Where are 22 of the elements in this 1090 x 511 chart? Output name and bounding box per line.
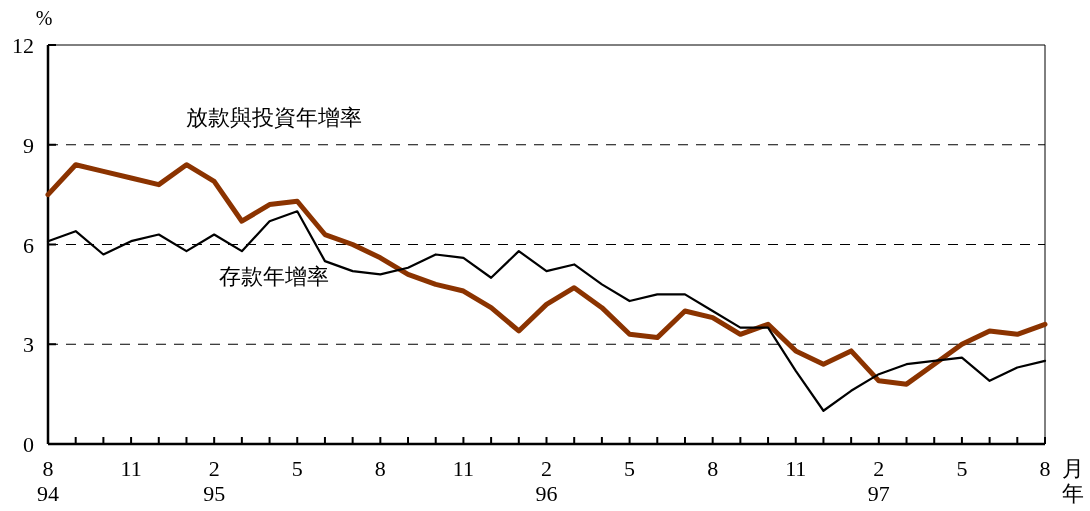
x-tick-label: 2 96 bbox=[535, 456, 558, 507]
x-tick-label: 8 94 bbox=[37, 456, 59, 507]
x-tick-label: 8 bbox=[374, 456, 386, 481]
y-tick-label: 0 bbox=[23, 432, 34, 457]
series-label: 放款與投資年增率 bbox=[186, 104, 363, 130]
series-label: 存款年增率 bbox=[219, 264, 330, 290]
x-tick-label: 11 bbox=[452, 456, 475, 481]
x-tick-label: 5 bbox=[624, 456, 636, 481]
y-axis-title: % bbox=[35, 7, 53, 29]
x-tick-label: 2 95 bbox=[203, 456, 226, 507]
y-tick-label: 3 bbox=[23, 332, 34, 358]
x-axis-title: 月年 bbox=[1062, 456, 1084, 507]
x-tick-label: 8 bbox=[707, 456, 719, 481]
x-tick-label: 2 97 bbox=[867, 456, 890, 507]
x-tick-label: 5 bbox=[956, 456, 968, 481]
y-tick-label: 6 bbox=[23, 232, 34, 258]
y-tick-label: 12 bbox=[12, 33, 34, 58]
y-tick-label: 9 bbox=[23, 132, 34, 158]
x-tick-label: 11 bbox=[785, 456, 807, 481]
x-tick-label: 5 bbox=[291, 456, 303, 481]
x-tick-label: 11 bbox=[120, 456, 142, 481]
x-tick-label: 8 bbox=[1039, 456, 1051, 481]
